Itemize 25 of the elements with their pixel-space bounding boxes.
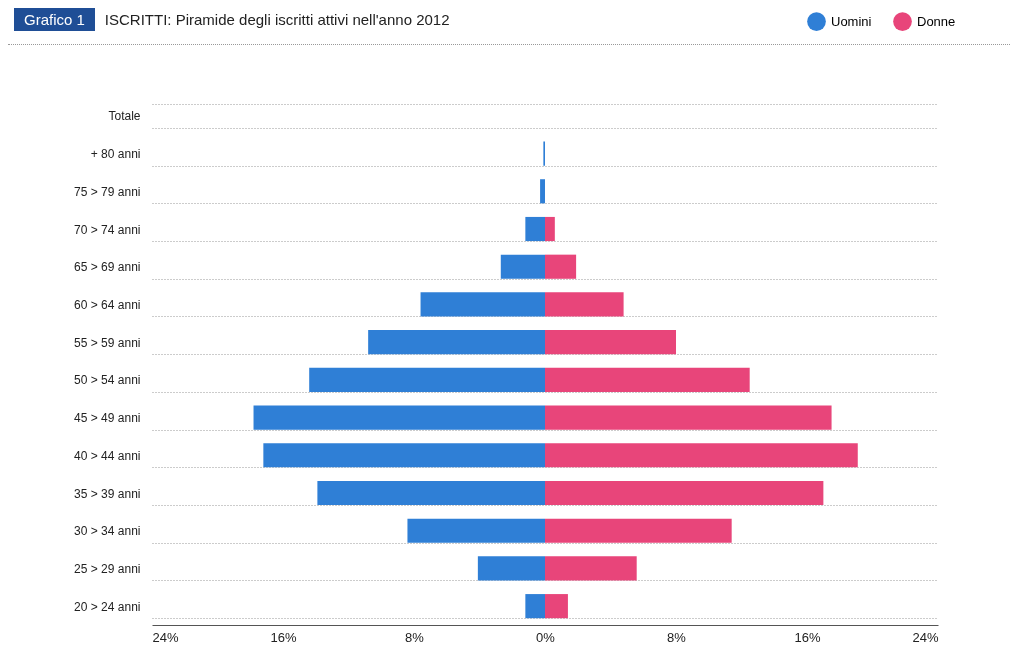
chart-title: ISCRITTI: Piramide degli iscritti attivi nell'anno 2012 xyxy=(104,11,450,28)
y-tick-label: 55 > 59 anni xyxy=(74,335,141,350)
y-tick-label: 45 > 49 anni xyxy=(74,411,141,426)
y-tick-label: 20 > 24 anni xyxy=(74,599,141,614)
text: Grafico 1 xyxy=(14,8,95,31)
y-tick-label: Totale xyxy=(108,109,141,124)
y-tick-label: 75 > 79 anni xyxy=(74,184,141,199)
x-tick-label: 0% xyxy=(536,629,556,645)
x-tick-label: 8% xyxy=(667,629,687,645)
y-tick-label: 50 > 54 anni xyxy=(74,373,141,388)
y-tick-label: 30 > 34 anni xyxy=(74,524,141,539)
y-tick-label: + 80 anni xyxy=(90,147,141,162)
y-tick-label: 60 > 64 anni xyxy=(74,297,141,312)
x-tick-label: 8% xyxy=(405,629,425,645)
legend-label: Donne xyxy=(917,13,956,29)
x-tick-label: 16% xyxy=(794,629,821,645)
y-tick-label: 70 > 74 anni xyxy=(74,222,141,237)
y-tick-label: 25 > 29 anni xyxy=(74,561,141,576)
y-tick-label: 35 > 39 anni xyxy=(74,486,141,501)
y-tick-label: 40 > 44 anni xyxy=(74,448,141,463)
x-tick-label: 16% xyxy=(270,629,297,645)
x-tick-label: 24% xyxy=(912,629,939,645)
x-tick-label: 24% xyxy=(152,629,179,645)
legend-label: Uomini xyxy=(831,13,872,29)
y-tick-label: 65 > 69 anni xyxy=(74,260,141,275)
